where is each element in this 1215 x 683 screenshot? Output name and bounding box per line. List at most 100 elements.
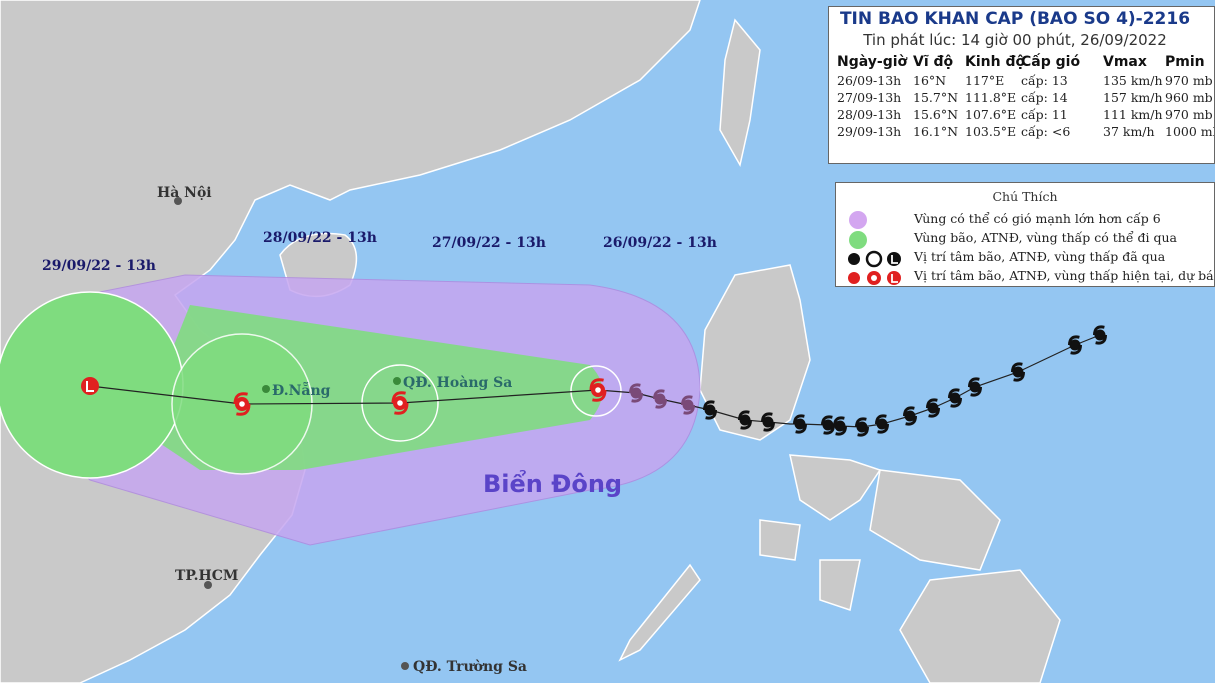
place-label: Hà Nội [157, 185, 212, 201]
storm-tail [793, 414, 807, 434]
column-header: Ngày-giờ [837, 54, 908, 70]
track-label: 29/09/22 - 13h [42, 258, 156, 274]
storm-icon [630, 387, 642, 399]
storm-tail [761, 412, 775, 432]
storm-eye [595, 387, 601, 393]
storm-icon [794, 418, 806, 430]
storm-tail [391, 391, 409, 415]
track-label: 26/09/22 - 13h [603, 235, 717, 251]
legend-item: Vùng bão, ATNĐ, vùng thấp có thể đi qua [914, 230, 1178, 245]
place-dots [174, 197, 409, 670]
storm-tail [948, 388, 962, 408]
table-cell: 15.7°N [913, 90, 959, 105]
storm-icon [1094, 329, 1106, 341]
info-issued: Tin phát lúc: 14 giờ 00 phút, 26/09/2022 [863, 31, 1167, 49]
table-cell: 16.1°N [913, 124, 959, 139]
track-label: 27/09/22 - 13h [432, 235, 546, 251]
table-row: 27/09-13h 15.7°N 111.8°E cấp: 14 157 km/h 960… [837, 89, 1214, 106]
sea-label: Biển Đông [483, 468, 622, 498]
info-title: TIN BAO KHAN CAP (BAO SO 4)-2216 [839, 9, 1191, 29]
storm-tail [1068, 335, 1082, 355]
column-header: Vmax [1103, 54, 1147, 70]
storm-icon [1069, 339, 1081, 351]
table-cell: 15.6°N [913, 107, 959, 122]
legend-item: Vị trí tâm bão, ATNĐ, vùng thấp hiện tại… [914, 268, 1215, 283]
table-cell: 103.5°E [965, 124, 1017, 139]
column-header: Pmin [1165, 54, 1205, 70]
storm-tail [875, 414, 889, 434]
table-cell: cấp: 14 [1021, 90, 1068, 105]
storm-tail [1093, 325, 1107, 345]
storm-tail [681, 395, 695, 415]
legend: Chú Thích Vùng có thể có gió mạnh lớn hơ… [835, 182, 1215, 287]
table-cell: 157 km/h [1103, 90, 1163, 105]
table-cell: 111.8°E [965, 90, 1017, 105]
table-cell: 26/09-13h [837, 73, 902, 88]
storm-icon [739, 414, 751, 426]
storm-icon [856, 421, 868, 433]
column-header: Cấp gió [1021, 54, 1081, 70]
table-cell: 135 km/h [1103, 73, 1163, 88]
track-label: 28/09/22 - 13h [263, 230, 377, 246]
storm-icon [682, 399, 694, 411]
low-symbol [81, 377, 99, 395]
storm-eye [239, 401, 245, 407]
storm-tail [833, 416, 847, 436]
info-box: TIN BAO KHAN CAP (BAO SO 4)-2216 Tin phá… [828, 6, 1215, 164]
legend-item: Vị trí tâm bão, ATNĐ, vùng thấp đã qua [914, 249, 1166, 264]
storm-tail [968, 377, 982, 397]
table-cell: 1000 mb [1165, 124, 1214, 139]
table-cell: 970 mb [1165, 73, 1213, 88]
storm-icon [704, 404, 716, 416]
storm-tail [738, 410, 752, 430]
legend-icons [848, 211, 901, 285]
storm-icon [822, 419, 834, 431]
storm-tail [233, 392, 251, 416]
place-label: QĐ. Hoàng Sa [403, 375, 512, 391]
storm-icon [834, 420, 846, 432]
table-row: 26/09-13h 16°N 117°E cấp: 13 135 km/h 970 mb [837, 72, 1214, 89]
table-cell: 107.6°E [965, 107, 1017, 122]
storm-icon [762, 416, 774, 428]
land [0, 0, 1061, 683]
table-row: 28/09-13h 15.6°N 107.6°E cấp: 11 111 km/h 970… [837, 106, 1214, 123]
storm-symbols [233, 325, 1107, 437]
storm-icon [927, 402, 939, 414]
table-cell: 111 km/h [1103, 107, 1163, 122]
storm-tail [821, 415, 835, 435]
legend-title: Chú Thích [992, 189, 1058, 204]
storm-icon [904, 410, 916, 422]
storm-icon [1012, 366, 1024, 378]
table-cell: 28/09-13h [837, 107, 902, 122]
storm-tail [926, 398, 940, 418]
storm-icon [876, 418, 888, 430]
storm-tail [703, 400, 717, 420]
table-cell: 117°E [965, 73, 1005, 88]
storm-tail [629, 383, 643, 403]
storm-tail [589, 378, 607, 402]
table-cell: 960 mb [1165, 90, 1213, 105]
column-header: Kinh độ [965, 54, 1026, 70]
storm-eye [397, 400, 403, 406]
table-cell: cấp: 11 [1021, 107, 1068, 122]
column-header: Vĩ độ [913, 54, 954, 70]
place-label: QĐ. Trường Sa [413, 659, 527, 675]
table-cell: 16°N [913, 73, 947, 88]
forecast-table: Ngày-giờ Vĩ độ Kinh độ Cấp gió Vmax Pmin 26/09… [837, 54, 1214, 140]
storm-icon [969, 381, 981, 393]
storm-tail [855, 417, 869, 437]
storm-tail [903, 406, 917, 426]
table-cell: 970 mb [1165, 107, 1213, 122]
table-cell: 37 km/h [1103, 124, 1155, 139]
cones [0, 274, 701, 546]
place-label: TP.HCM [175, 568, 238, 584]
table-cell: cấp: <6 [1021, 124, 1071, 139]
table-cell: 29/09-13h [837, 124, 902, 139]
storm-icon [949, 392, 961, 404]
storm-tail [1011, 362, 1025, 382]
legend-item: Vùng có thể có gió mạnh lớn hơn cấp 6 [914, 211, 1161, 226]
place-label: Đ.Nẵng [272, 380, 331, 399]
storm-tail [653, 389, 667, 409]
